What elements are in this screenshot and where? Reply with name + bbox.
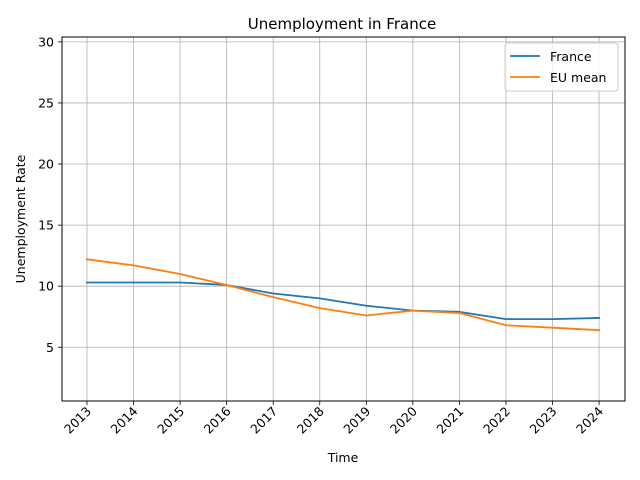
- y-axis-title: Unemployment Rate: [13, 154, 28, 283]
- legend-box: [504, 42, 619, 92]
- series-line-france: [86, 281, 600, 321]
- legend: France EU mean: [504, 42, 619, 92]
- x-axis-title: Time: [327, 450, 359, 465]
- legend-label-eu-mean: EU mean: [550, 70, 606, 85]
- y-tick-label: 25: [38, 95, 54, 110]
- chart-title: Unemployment in France: [248, 15, 436, 33]
- series-lines: [85, 258, 600, 332]
- y-tick-label: 15: [38, 218, 54, 233]
- y-tick-label: 10: [38, 279, 54, 294]
- grid-lines: [62, 37, 625, 401]
- y-axis-ticks: 5 10 15 20 25 30: [38, 34, 62, 355]
- plot-area-frame: [61, 36, 626, 402]
- y-tick-label: 20: [38, 157, 54, 172]
- y-tick-label: 5: [46, 340, 54, 355]
- y-tick-label: 30: [38, 34, 54, 49]
- legend-label-france: France: [550, 49, 592, 64]
- series-line-eu-mean: [85, 258, 600, 332]
